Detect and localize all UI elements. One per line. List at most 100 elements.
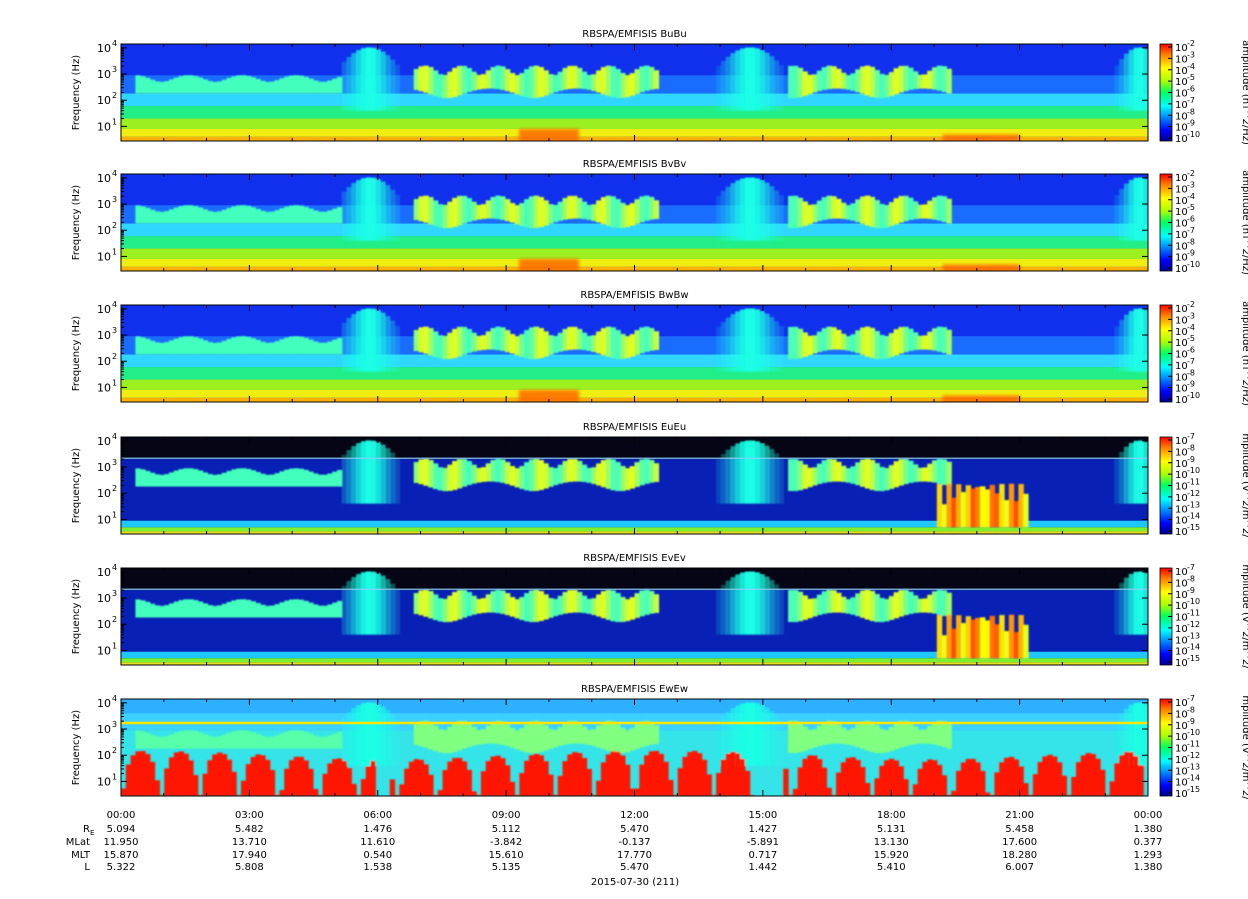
ephemeris-value: 5.131: [877, 824, 906, 835]
colorbar-tick-label: 10: [1175, 459, 1188, 470]
colorbar-tick-exponent: -12: [1187, 751, 1200, 760]
y-tick-label: 10: [97, 749, 111, 762]
y-tick-exponent: 1: [112, 247, 117, 256]
ephemeris-value: -3.842: [490, 837, 522, 848]
colorbar-tick-label: 10: [1175, 123, 1188, 134]
colorbar-tick-exponent: -14: [1187, 512, 1200, 521]
colorbar-tick-label: 10: [1175, 327, 1188, 338]
ephemeris-value: -0.137: [618, 837, 650, 848]
colorbar-label: mplitude (V^2/m^2/: [1240, 433, 1248, 538]
colorbar-tick-label: 10: [1175, 504, 1188, 515]
colorbar-tick-exponent: -12: [1187, 489, 1200, 498]
colorbar-tick-exponent: -2: [1187, 39, 1195, 48]
colorbar-tick-exponent: -11: [1187, 740, 1200, 749]
ephemeris-value: 5.135: [492, 862, 521, 873]
ephemeris-value: 5.094: [107, 824, 136, 835]
panel-title: RBSPA/EMFISIS EvEv: [583, 553, 686, 564]
colorbar-tick-exponent: -4: [1187, 192, 1195, 201]
colorbar-tick-exponent: -7: [1187, 226, 1195, 235]
colorbar-tick-label: 10: [1175, 516, 1188, 527]
y-axis-label: Frequency (Hz): [71, 185, 82, 261]
y-axis-label: Frequency (Hz): [71, 55, 82, 131]
panel-title: RBSPA/EMFISIS BvBv: [583, 159, 687, 170]
y-tick-exponent: 2: [112, 615, 117, 624]
colorbar-tick-label: 10: [1175, 219, 1188, 230]
ephemeris-table: 2015-07-30 (211) R E 5.094 5.482 1.476 5.112 5…: [66, 824, 1163, 888]
time-axis: 00:00 03:00 06:00 09:00 12:00 15:00 18:00 21:00…: [107, 810, 1163, 821]
colorbar-tick-label: 10: [1175, 482, 1188, 493]
ephemeris-value: 15.920: [874, 850, 909, 861]
y-tick-exponent: 4: [112, 300, 117, 309]
ephemeris-value: -5.891: [747, 837, 779, 848]
colorbar-tick-label: 10: [1175, 698, 1188, 709]
y-tick-exponent: 3: [112, 65, 117, 74]
colorbar-tick-exponent: -14: [1187, 774, 1200, 783]
colorbar-tick-exponent: -5: [1187, 73, 1195, 82]
y-tick-exponent: 1: [112, 378, 117, 387]
colorbar-tick-exponent: -8: [1187, 443, 1195, 452]
colorbar-tick-exponent: -15: [1187, 785, 1200, 794]
y-tick-label: 10: [97, 697, 111, 710]
colorbar-tick-exponent: -3: [1187, 180, 1195, 189]
y-tick-exponent: 3: [112, 458, 117, 467]
colorbar-tick-exponent: -10: [1187, 260, 1200, 269]
ephemeris-value: 17.770: [617, 850, 652, 861]
x-tick-label: 00:00: [107, 810, 136, 821]
colorbar-tick-exponent: -8: [1187, 574, 1195, 583]
y-tick-label: 10: [97, 303, 111, 316]
colorbar-tick-label: 10: [1175, 470, 1188, 481]
ephemeris-value: 5.808: [235, 862, 264, 873]
colorbar-tick-label: 10: [1175, 43, 1188, 54]
colorbar-tick-exponent: -11: [1187, 478, 1200, 487]
colorbar-tick-exponent: -6: [1187, 346, 1195, 355]
colorbar-tick-label: 10: [1175, 567, 1188, 578]
colorbar-tick-label: 10: [1175, 315, 1188, 326]
colorbar-tick-label: 10: [1175, 241, 1188, 252]
ephemeris-value: 5.470: [620, 862, 649, 873]
colorbar-label: amplitude (nT^2/Hz): [1240, 301, 1248, 406]
colorbar-tick-exponent: -9: [1187, 586, 1195, 595]
colorbar-tick-label: 10: [1175, 447, 1188, 458]
spectrogram-image: [121, 44, 1148, 141]
colorbar-tick-exponent: -15: [1187, 654, 1200, 663]
y-tick-label: 10: [97, 68, 111, 81]
colorbar-tick-label: 10: [1175, 709, 1188, 720]
colorbar-tick-exponent: -4: [1187, 62, 1195, 71]
colorbar-tick-exponent: -9: [1187, 717, 1195, 726]
ephemeris-value: 5.112: [492, 824, 521, 835]
y-tick-exponent: 3: [112, 195, 117, 204]
x-tick-label: 03:00: [235, 810, 264, 821]
colorbar-tick-label: 10: [1175, 304, 1188, 315]
colorbar-tick-exponent: -3: [1187, 50, 1195, 59]
ephemeris-row-label: MLat: [66, 837, 90, 848]
ephemeris-value: 13.710: [232, 837, 267, 848]
colorbar-tick-label: 10: [1175, 196, 1188, 207]
colorbar-tick-label: 10: [1175, 436, 1188, 447]
y-tick-label: 10: [97, 120, 111, 133]
y-tick-exponent: 1: [112, 772, 117, 781]
y-tick-label: 10: [97, 644, 111, 657]
ephemeris-row-label-sub: E: [90, 829, 94, 837]
y-tick-exponent: 3: [112, 589, 117, 598]
colorbar-tick-exponent: -15: [1187, 523, 1200, 532]
panel-title: RBSPA/EMFISIS EuEu: [583, 422, 686, 433]
x-tick-label: 12:00: [620, 810, 649, 821]
ephemeris-value: 1.380: [1134, 824, 1163, 835]
colorbar-tick-label: 10: [1175, 578, 1188, 589]
colorbar-label: mplitude (V^2/m^2/: [1240, 564, 1248, 669]
y-tick-exponent: 2: [112, 352, 117, 361]
colorbar-tick-exponent: -9: [1187, 380, 1195, 389]
colorbar-tick-exponent: -7: [1187, 96, 1195, 105]
colorbar-label: mplitude (V^2/m^2/: [1240, 695, 1248, 800]
y-tick-label: 10: [97, 250, 111, 263]
colorbar-tick-label: 10: [1175, 111, 1188, 122]
ephemeris-value: 5.482: [235, 824, 264, 835]
y-axis-label: Frequency (Hz): [71, 579, 82, 655]
colorbar-tick-label: 10: [1175, 100, 1188, 111]
colorbar-tick-exponent: -11: [1187, 609, 1200, 618]
y-tick-label: 10: [97, 435, 111, 448]
colorbar-tick-exponent: -14: [1187, 643, 1200, 652]
